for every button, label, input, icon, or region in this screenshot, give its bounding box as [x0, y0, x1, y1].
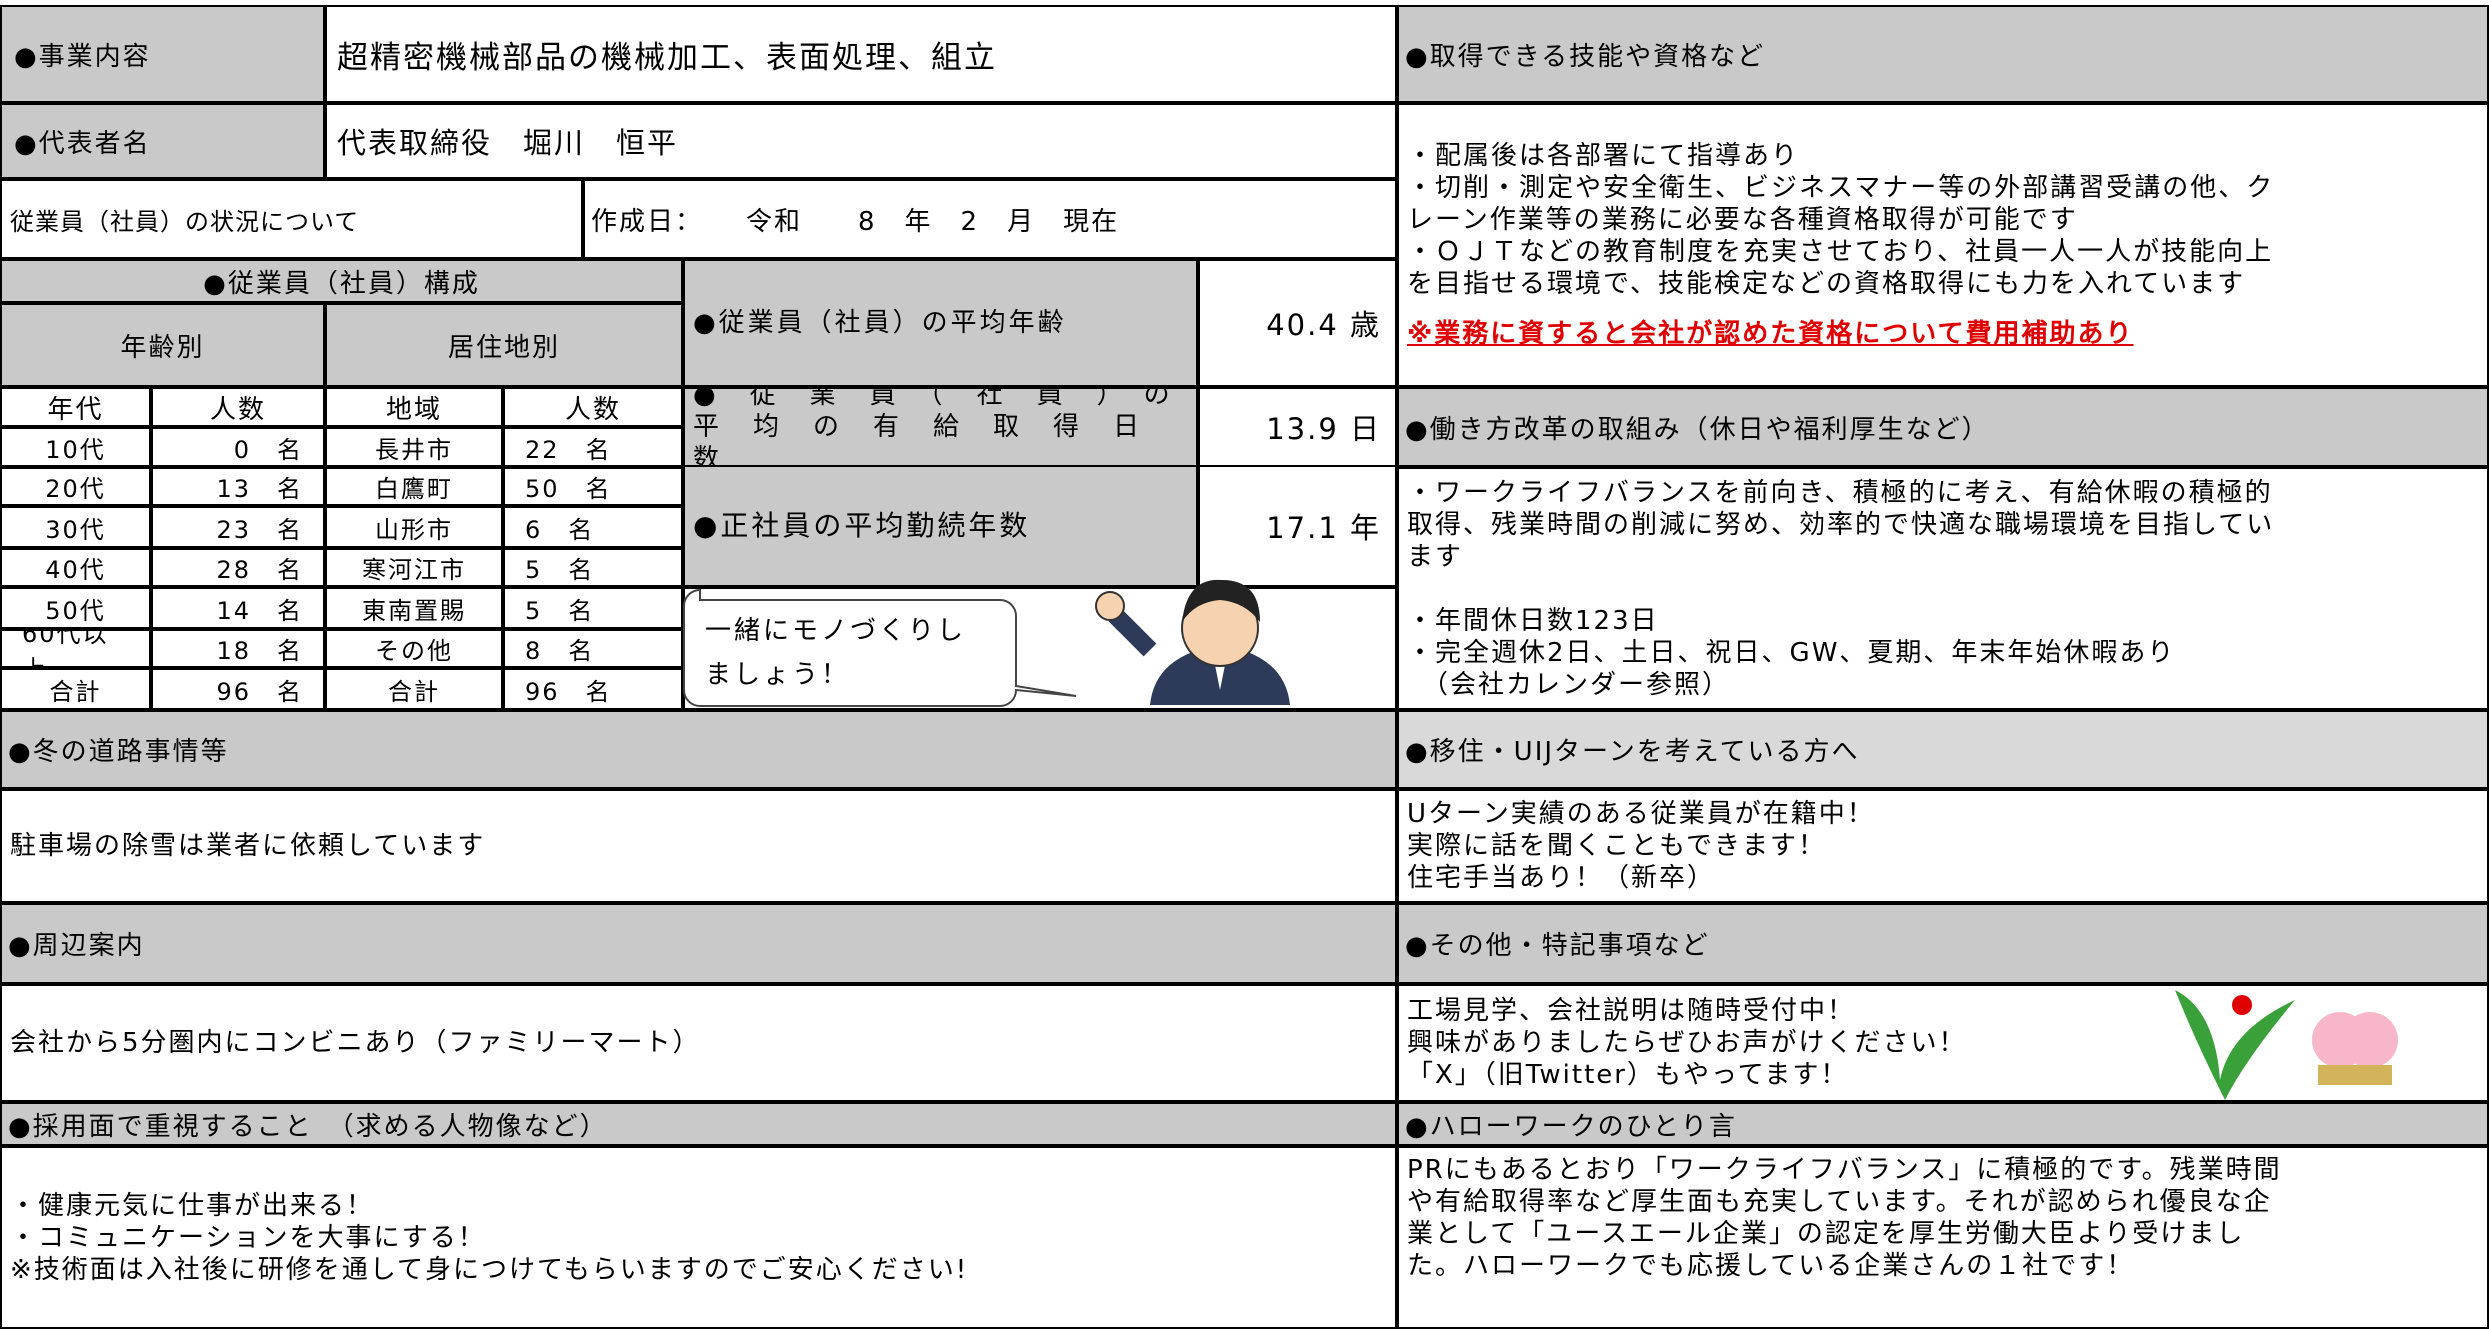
- text-line: （会社カレンダー参照）: [1407, 669, 1731, 700]
- text-line: 駐車場の除雪は業者に依頼しています: [10, 831, 486, 861]
- text-line: 住宅手当あり！（新卒）: [1407, 863, 1716, 893]
- table-cell: 6 名: [503, 506, 683, 548]
- section-body: 駐車場の除雪は業者に依頼しています: [0, 789, 1397, 903]
- speech-text: 一緒にモノづくりし ましょう！: [705, 615, 967, 690]
- value: 代表取締役 堀川 恒平: [325, 103, 1397, 179]
- table-cell: 96 名: [151, 668, 325, 710]
- text-line: 会社から5分圏内にコンビニあり（ファミリーマート）: [10, 1028, 701, 1058]
- section-body: PRにもあるとおり「ワークライフバランス」に積極的です。残業時間 や有給取得率など…: [1397, 1146, 2489, 1329]
- table-cell: 8 名: [503, 629, 683, 668]
- text-line: を目指せる環境で、技能検定などの資格取得にも力を入れています: [1407, 269, 2246, 299]
- section-body: Uターン実績のある従業員が在籍中！ 実際に話を聞くこともできます！ 住宅手当あり！（…: [1397, 789, 2489, 903]
- section-header: ●ハローワークのひとり言: [1397, 1102, 2489, 1146]
- status-title: 従業員（社員）の状況について: [0, 179, 583, 259]
- section-header: ●周辺案内: [0, 903, 1397, 984]
- text-line: ・切削・測定や安全衛生、ビジネスマナー等の外部講習受講の他、ク: [1407, 173, 2275, 203]
- table-cell: 50 名: [503, 467, 683, 506]
- text-line: や有給取得率など厚生面も充実しています。それが認められ優良な企: [1407, 1187, 2272, 1217]
- stat-label: ● 従 業 員 （ 社 員 ） の 平 均 の 有 給 取 得 日 数: [683, 387, 1198, 467]
- column-header: 人数: [503, 387, 683, 427]
- composition-header: ●従業員（社員）構成: [0, 259, 683, 303]
- table-cell: 合計: [0, 668, 151, 710]
- label: ●事業内容: [0, 5, 325, 103]
- table-cell: 60代以上: [0, 629, 151, 668]
- text-line: ・ワークライフバランスを前向き、積極的に考え、有給休暇の積極的: [1407, 477, 2273, 508]
- age-header: 年齢別: [0, 303, 325, 387]
- table-cell: 96 名: [503, 668, 683, 710]
- stat-value: 40.4 歳: [1198, 259, 1397, 387]
- table-cell: 寒河江市: [325, 548, 503, 587]
- text-line: ・年間休日数123日: [1407, 605, 1659, 636]
- table-cell: 28 名: [151, 548, 325, 587]
- table-cell: 22 名: [503, 427, 683, 467]
- value: 超精密機械部品の機械加工、表面処理、組立: [325, 5, 1397, 103]
- section-header: ●採用面で重視すること （求める人物像など）: [0, 1102, 1397, 1146]
- section-header: ●働き方改革の取組み（休日や福利厚生など）: [1397, 387, 2489, 467]
- section-body: ・配属後は各部署にて指導あり ・切削・測定や安全衛生、ビジネスマナー等の外部講習受…: [1397, 103, 2489, 387]
- text-line: ・配属後は各部署にて指導あり: [1407, 141, 1800, 171]
- text-line: ・ＯＪＴなどの教育制度を充実させており、社員一人一人が技能向上: [1407, 237, 2274, 267]
- table-cell: 合計: [325, 668, 503, 710]
- residence-header: 居住地別: [325, 303, 683, 387]
- section-header: ●冬の道路事情等: [0, 710, 1397, 789]
- section-body: ・ワークライフバランスを前向き、積極的に考え、有給休暇の積極的 取得、残業時間の削…: [1397, 467, 2489, 710]
- text-line: 「X」（旧Twitter）もやってます！: [1407, 1060, 1849, 1090]
- stat-label: ●従業員（社員）の平均年齢: [683, 259, 1198, 387]
- table-cell: 白鷹町: [325, 467, 503, 506]
- section-header: ●その他・特記事項など: [1397, 903, 2489, 984]
- column-header: 人数: [151, 387, 325, 427]
- text-line: PRにもあるとおり「ワークライフバランス」に積極的です。残業時間: [1407, 1155, 2282, 1185]
- section-body: ・健康元気に仕事が出来る！ ・コミュニケーションを大事にする！ ※技術面は入社後に研…: [0, 1146, 1397, 1329]
- table-cell: 10代: [0, 427, 151, 467]
- table-cell: 山形市: [325, 506, 503, 548]
- text-line: ・完全週休2日、土日、祝日、GW、夏期、年末年始休暇あり: [1407, 637, 2176, 668]
- table-cell: 13 名: [151, 467, 325, 506]
- column-header: 地域: [325, 387, 503, 427]
- table-cell: 5 名: [503, 548, 683, 587]
- text-line: 実際に話を聞くこともできます！: [1407, 831, 1826, 861]
- text-line: ・健康元気に仕事が出来る！: [10, 1190, 375, 1221]
- section-header: ●移住・UIJターンを考えている方へ: [1397, 710, 2489, 789]
- table-cell: 40代: [0, 548, 151, 587]
- text-line: 工場見学、会社説明は随時受付中！: [1407, 996, 1856, 1026]
- text-line: 興味がありましたらぜひお声がけください！: [1407, 1028, 1967, 1058]
- text-line: 取得、残業時間の削減に努め、効率的で快適な職場環境を目指してい: [1407, 509, 2275, 540]
- text-line: ・コミュニケーションを大事にする！: [10, 1222, 486, 1253]
- table-cell: 20代: [0, 467, 151, 506]
- section-body: 会社から5分圏内にコンビニあり（ファミリーマート）: [0, 984, 1397, 1102]
- table-cell: 長井市: [325, 427, 503, 467]
- table-cell: 50代: [0, 587, 151, 629]
- table-cell: その他: [325, 629, 503, 668]
- text-line: レーン作業等の業務に必要な各種資格取得が可能です: [1407, 205, 2078, 235]
- text-line: 業として「ユースエール企業」の認定を厚生労働大臣より受けまし: [1407, 1219, 2245, 1249]
- table-cell: 23 名: [151, 506, 325, 548]
- text-line: ます: [1407, 541, 1464, 572]
- stat-value: 17.1 年: [1198, 465, 1397, 587]
- stat-label: ●正社員の平均勤続年数: [683, 465, 1198, 587]
- text-line: た。ハローワークでも応援している企業さんの１社です！: [1407, 1251, 2135, 1281]
- table-cell: 東南置賜: [325, 587, 503, 629]
- note: ※業務に資すると会社が認めた資格について費用補助あり: [1407, 319, 2134, 349]
- stat-value: 13.9 日: [1198, 387, 1397, 467]
- table-cell: 5 名: [503, 587, 683, 629]
- text-line: ※技術面は入社後に研修を通して身につけてもらいますのでご安心ください!: [10, 1254, 969, 1285]
- text-line: Uターン実績のある従業員が在籍中！: [1407, 799, 1875, 829]
- section-body: 工場見学、会社説明は随時受付中！ 興味がありましたらぜひお声がけください！ 「X」（…: [1397, 984, 2489, 1102]
- label: ●代表者名: [0, 103, 325, 179]
- section-header: ●取得できる技能や資格など: [1397, 5, 2489, 103]
- table-cell: 14 名: [151, 587, 325, 629]
- table-cell: 30代: [0, 506, 151, 548]
- table-cell: 0 名: [151, 427, 325, 467]
- table-cell: 18 名: [151, 629, 325, 668]
- created-date: 作成日： 令和 8 年 2 月 現在: [583, 179, 1397, 259]
- column-header: 年代: [0, 387, 151, 427]
